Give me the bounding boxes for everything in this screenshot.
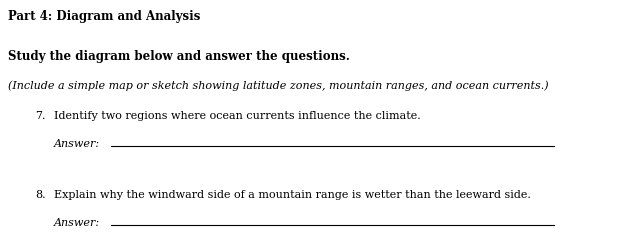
Text: Answer:: Answer: <box>54 139 100 149</box>
Text: 8.: 8. <box>35 190 46 200</box>
Text: Part 4: Diagram and Analysis: Part 4: Diagram and Analysis <box>8 10 200 23</box>
Text: (Include a simple map or sketch showing latitude zones, mountain ranges, and oce: (Include a simple map or sketch showing … <box>8 80 548 90</box>
Text: Identify two regions where ocean currents influence the climate.: Identify two regions where ocean current… <box>54 111 421 121</box>
Text: Study the diagram below and answer the questions.: Study the diagram below and answer the q… <box>8 50 350 63</box>
Text: Answer:: Answer: <box>54 218 100 228</box>
Text: Explain why the windward side of a mountain range is wetter than the leeward sid: Explain why the windward side of a mount… <box>54 190 531 200</box>
Text: 7.: 7. <box>35 111 45 121</box>
